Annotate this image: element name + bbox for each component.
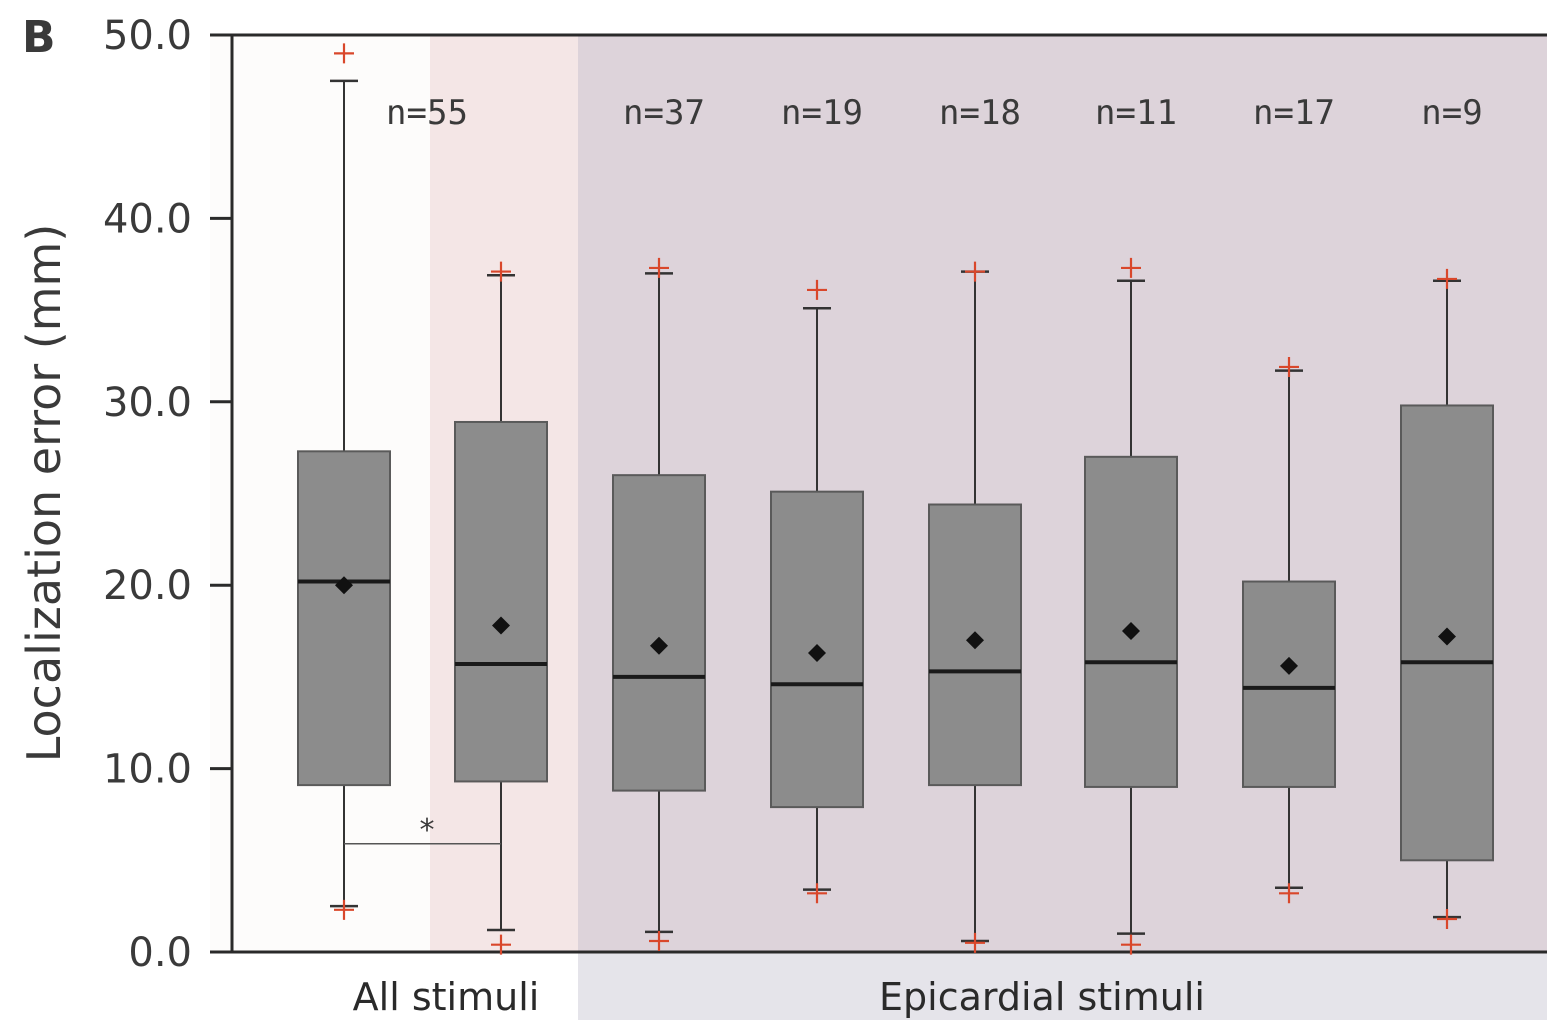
group-band-epicardial [578,952,1547,1020]
outlier-marker [1121,934,1141,955]
outlier-marker [491,261,511,282]
box-iqr [1084,455,1178,788]
outlier-marker [491,934,511,955]
box-iqr [297,450,391,787]
n-label: n=55 [386,93,468,133]
y-tick-label: 10.0 [103,747,192,793]
box-iqr [454,420,548,783]
outlier-marker [807,883,827,904]
mean-marker [492,616,510,635]
mean-marker [808,644,826,663]
outlier-marker [334,899,354,920]
mean-marker [1438,627,1456,646]
outlier-marker [649,257,669,278]
panel-label: B [22,12,56,63]
n-label: n=19 [781,93,863,133]
box-iqr [1242,580,1336,788]
mean-marker [1122,622,1140,641]
y-tick-label: 20.0 [103,563,192,609]
mean-marker [966,631,984,650]
box-iqr [612,474,706,792]
y-tick-label: 50.0 [103,13,192,59]
outlier-marker [965,261,985,282]
mean-marker [1280,656,1298,675]
outlier-marker [1279,356,1299,377]
outlier-marker [649,930,669,951]
outlier-marker [807,279,827,300]
outlier-marker [1121,257,1141,278]
outlier-marker [965,932,985,953]
y-ticks: 0.0 10.0 20.0 30.0 40.0 50.0 [103,13,232,976]
n-labels: n=55 n=37 n=19 n=18 n=11 n=17 n=9 [386,93,1483,133]
region-epicardial [578,35,1547,952]
mean-marker [335,576,353,595]
n-label: n=17 [1253,93,1335,133]
n-label: n=9 [1421,93,1482,133]
group-label-epicardial-stimuli: Epicardial stimuli [879,975,1205,1019]
y-tick-label: 40.0 [103,196,192,242]
mean-marker [650,636,668,655]
outlier-marker [1437,268,1457,289]
n-label: n=18 [939,93,1021,133]
significance-star: * [420,813,435,848]
y-tick-label: 30.0 [103,380,192,426]
n-label: n=37 [623,93,705,133]
y-tick-label: 0.0 [128,930,192,976]
outlier-marker [1279,883,1299,904]
group-label-all-stimuli: All stimuli [353,975,540,1019]
outlier-marker [334,43,354,64]
y-axis-label: Localization error (mm) [17,224,71,763]
outlier-marker [1437,908,1457,929]
boxes [297,43,1494,955]
n-label: n=11 [1095,93,1177,133]
